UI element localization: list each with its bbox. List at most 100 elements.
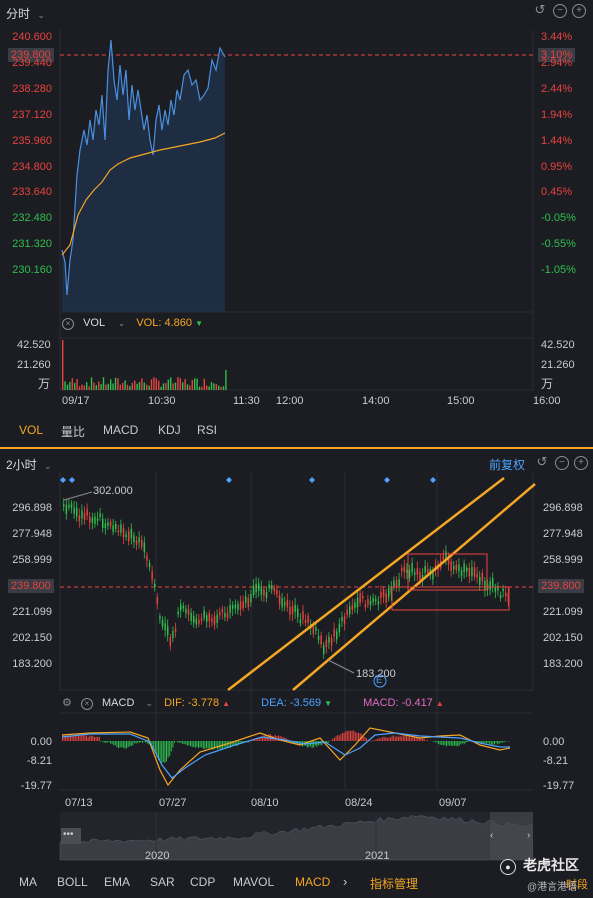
overview-left-arrow-icon[interactable]: ‹ xyxy=(490,830,494,841)
vol-indicator-name[interactable]: VOL xyxy=(83,317,105,329)
macd-bar xyxy=(129,741,131,747)
zoom-out-icon[interactable]: − xyxy=(555,456,569,470)
tab-kdj[interactable]: KDJ xyxy=(158,423,181,437)
candle-body xyxy=(406,569,408,573)
macd-bar xyxy=(198,741,199,748)
indicator-tab-sar[interactable]: SAR xyxy=(150,875,175,889)
volume-bar xyxy=(62,340,64,390)
candle-body xyxy=(200,618,203,621)
candle-body xyxy=(203,610,205,619)
candle-body xyxy=(154,583,156,588)
indicator-tab-mavol[interactable]: MAVOL xyxy=(233,875,275,889)
tab-rsi[interactable]: RSI xyxy=(197,423,218,437)
candle-body xyxy=(151,571,153,580)
indicator-tab-ema[interactable]: EMA xyxy=(104,875,131,889)
chevron-down-icon[interactable]: ⌄ xyxy=(117,318,126,328)
indicator-manage-button[interactable]: 指标管理 xyxy=(370,877,419,891)
candle-body xyxy=(226,612,229,619)
more-chevron-icon[interactable]: › xyxy=(343,874,348,889)
macd-bar xyxy=(162,741,164,763)
macd-bar xyxy=(404,735,406,741)
macd-bar xyxy=(321,741,323,746)
close-icon[interactable]: × xyxy=(62,318,74,330)
range-box-upper xyxy=(407,553,488,591)
macd-bar xyxy=(241,741,243,743)
reset-icon[interactable]: ↺ xyxy=(534,2,546,17)
indicator-tab-macd[interactable]: MACD xyxy=(295,875,331,889)
indicator-tab-boll[interactable]: BOLL xyxy=(57,875,88,889)
candle-body xyxy=(276,589,278,595)
zoom-in-icon[interactable]: + xyxy=(574,456,588,470)
candle-body xyxy=(307,615,309,624)
macd-bar xyxy=(396,735,398,741)
volume-bar xyxy=(98,381,100,390)
zoom-in-icon[interactable]: + xyxy=(572,4,586,18)
candle-body xyxy=(198,620,200,624)
macd-bar xyxy=(92,735,94,741)
candle-body xyxy=(507,593,510,603)
candle-body xyxy=(250,593,252,603)
candle-body xyxy=(328,636,330,643)
bottom-right-axis-tick: 258.999 xyxy=(543,554,583,566)
tab-macd[interactable]: MACD xyxy=(103,423,139,437)
date-axis-tick: 07/27 xyxy=(159,797,187,809)
candle-body xyxy=(211,618,213,623)
candle-body xyxy=(143,542,146,552)
candle-body xyxy=(317,635,320,640)
macd-bar xyxy=(186,741,188,746)
candle-body xyxy=(299,619,302,624)
macd-bar xyxy=(342,732,343,741)
candle-body xyxy=(172,631,174,639)
top-period-selector[interactable]: 分时 ⌄ xyxy=(6,5,45,22)
macd-bar xyxy=(316,741,318,747)
candle-body xyxy=(408,569,411,578)
settings-icon[interactable]: ⚙ xyxy=(62,697,72,709)
macd-bar xyxy=(364,737,366,741)
macd-bar xyxy=(372,740,374,741)
macd-bar xyxy=(74,736,76,741)
event-marker-label[interactable]: E xyxy=(376,675,383,685)
indicator-tab-ma[interactable]: MA xyxy=(19,875,37,889)
top-left-axis-tick: 234.800 xyxy=(12,160,52,173)
overview-more-icon[interactable]: ••• xyxy=(63,829,74,840)
tab-量比[interactable]: 量比 xyxy=(61,425,86,439)
macd-bar xyxy=(338,735,340,741)
candle-body xyxy=(427,569,429,574)
reset-icon[interactable]: ↺ xyxy=(536,454,548,469)
candle-body xyxy=(476,573,478,578)
tab-vol[interactable]: VOL xyxy=(19,423,44,437)
macd-bar xyxy=(196,741,198,747)
zoom-out-icon[interactable]: − xyxy=(553,4,567,18)
macd-bar xyxy=(122,741,124,748)
macd-bar xyxy=(97,736,99,741)
adjust-button[interactable]: 前复权 xyxy=(489,458,526,472)
macd-bar xyxy=(161,741,163,764)
volume-bar xyxy=(158,380,160,390)
candle-body xyxy=(255,583,257,593)
macd-bar xyxy=(209,741,211,749)
macd-bar xyxy=(262,736,263,741)
volume-bar xyxy=(114,377,117,390)
macd-bar xyxy=(366,738,367,741)
candle-body xyxy=(224,613,226,618)
range-box-lower xyxy=(391,586,510,611)
macd-header: ⚙ × MACD ⌄ DIF: -3.778 ▲ DEA: -3.569 ▼ M… xyxy=(62,696,444,710)
bottom-period-selector[interactable]: 2小时 ⌄ xyxy=(6,456,52,473)
volume-bar xyxy=(129,386,131,390)
macd-bar xyxy=(258,737,260,741)
macd-bar xyxy=(399,735,401,741)
overview-right-arrow-icon[interactable]: › xyxy=(527,830,531,841)
macd-bar xyxy=(337,735,339,741)
chevron-down-icon[interactable]: ⌄ xyxy=(145,698,153,708)
macd-bar xyxy=(215,741,217,748)
candle-body xyxy=(73,507,75,514)
volume-bar xyxy=(126,384,129,390)
candle-body xyxy=(237,603,239,610)
candle-body xyxy=(494,587,497,592)
indicator-tab-cdp[interactable]: CDP xyxy=(190,875,216,889)
macd-bar xyxy=(239,741,241,745)
dea-value: DEA: -3.569 xyxy=(261,697,322,709)
close-icon[interactable]: × xyxy=(80,698,93,710)
macd-bar xyxy=(153,741,155,751)
macd-indicator-name[interactable]: MACD xyxy=(102,697,135,709)
